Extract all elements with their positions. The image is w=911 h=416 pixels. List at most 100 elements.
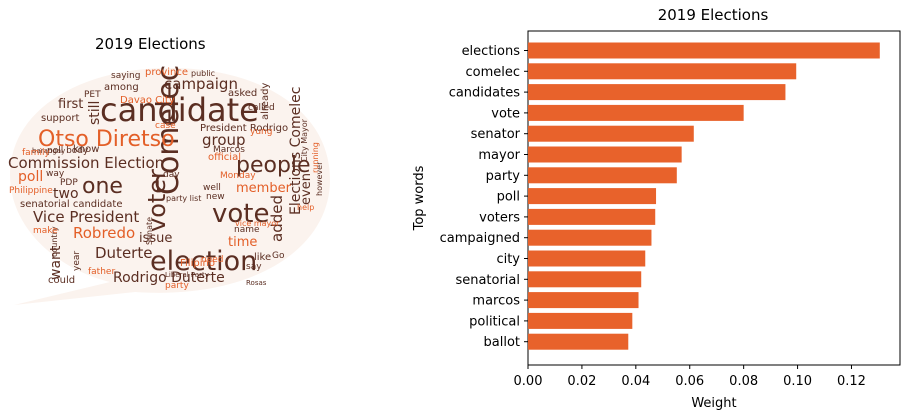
cloud-word: want [48,245,64,280]
x-tick-label: 0.12 [837,374,866,389]
cloud-word: voter [143,169,171,232]
cloud-word: Davao City [120,95,175,106]
cloud-word: support [41,113,79,124]
cloud-word: vote [212,199,269,229]
bar-senatorial [528,271,642,288]
cloud-word: family [22,148,50,158]
y-tick-label-comelec: comelec [465,65,520,80]
cloud-word: barangay [32,147,65,155]
cloud-word: Go [272,251,285,261]
y-tick-label-political: political [469,314,520,329]
cloud-word: Otso Diretso [38,127,175,152]
x-tick-label: 0.10 [783,374,812,389]
bar-marcos [528,292,639,309]
cloud-word: City Mayor [300,118,309,162]
cloud-word: Senate [145,217,154,245]
cloud-word: asked [228,88,257,99]
cloud-word: Commission Election [8,154,164,172]
cloud-word: saying [111,71,140,81]
y-tick-label-city: city [496,252,520,267]
cloud-word: even [299,173,314,205]
cloud-word: official [208,152,241,163]
cloud-word: well [203,183,221,193]
cloud-word: one [82,174,123,199]
y-tick-label-ballot: ballot [484,335,521,350]
cloud-word: Filipino [180,258,215,269]
cloud-word: people [236,153,311,178]
y-tick-label-poll: poll [497,190,520,205]
bar-poll [528,188,657,205]
bar-candidates [528,84,786,101]
y-tick-label-candidates: candidates [449,86,521,101]
cloud-word: however [315,161,324,196]
y-tick-label-marcos: marcos [472,294,520,309]
cloud-word: Liberal Party [165,271,209,279]
cloud-word: province [145,67,188,78]
cloud-word: Rosas [246,279,267,287]
bar-comelec [528,63,797,80]
cloud-word: know [73,144,99,155]
cloud-word: group [202,131,246,149]
cloud-word: called [248,103,275,113]
cloud-word: still [87,101,103,125]
x-axis-label: Weight [691,396,736,411]
cloud-word: name [234,225,260,235]
cloud-word: year [72,251,82,271]
bar-mayor [528,146,682,163]
y-tick-label-campaigned: campaigned [440,231,520,246]
cloud-word: say [246,262,262,272]
y-tick-label-senator: senator [471,127,521,142]
cloud-word: poll body [47,146,89,156]
cloud-word: case [155,121,176,131]
cloud-word: among [104,82,139,93]
cloud-word: already [260,83,271,120]
cloud-word: Comelec [151,65,186,195]
y-tick-label-senatorial: senatorial [455,273,520,288]
cloud-word: PET [84,90,101,100]
cloud-word: first [58,97,83,112]
bar-senator [528,125,694,142]
cloud-word: new [206,192,225,202]
y-tick-label-voters: voters [479,210,520,225]
speech-bubble-shape [10,68,330,305]
cloud-word: Monday [220,171,256,181]
cloud-word: help [297,203,314,212]
cloud-word: member [236,181,292,196]
cloud-word: campaign [164,75,238,93]
cloud-word: could [48,275,75,286]
bar-vote [528,104,744,121]
y-tick-label-party: party [486,169,521,184]
y-tick-labels: elections comelec candidates vote senator may… [440,44,528,350]
cloud-word: party [165,281,189,291]
cloud-word: two [53,186,79,202]
cloud-word: issue [139,231,172,246]
cloud-word: way [46,169,65,179]
cloud-word: running [311,142,320,173]
bar-campaigned [528,229,652,246]
y-tick-label-elections: elections [462,44,521,59]
cloud-word: Marcos [213,145,245,155]
bar-political [528,312,633,329]
cloud-word: President Rodrigo [200,123,288,134]
bar-city [528,250,646,267]
cloud-word: Vice President [33,208,139,226]
bar-elections [528,42,880,59]
cloud-word: Rodrigo Duterte [113,270,225,286]
cloud-word: poll [18,169,43,185]
y-axis-label: Top words [412,165,427,231]
cloud-word: election [150,246,257,277]
cloud-word: candidate [100,91,259,129]
cloud-word: added [268,195,286,242]
x-tick-label: 0.00 [514,374,543,389]
cloud-word: Duterte [95,244,152,262]
cloud-word: country [50,226,59,257]
x-tick-label: 0.08 [729,374,758,389]
cloud-word: public [191,69,215,78]
x-tick-label: 0.04 [621,374,650,389]
wordcloud-title: 2019 Elections [95,35,206,53]
cloud-word: Elections Comelec [288,87,304,215]
cloud-word: yung [250,127,272,137]
